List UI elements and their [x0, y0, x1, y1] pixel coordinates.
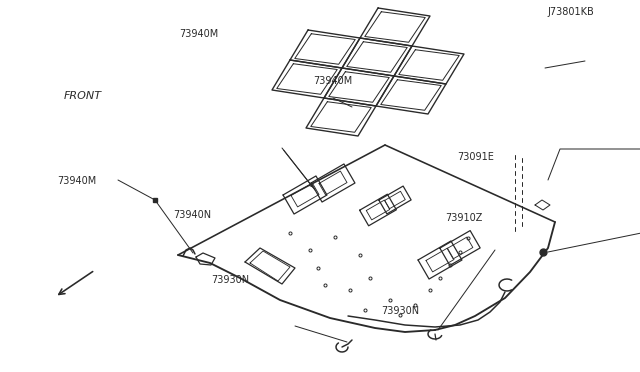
- Text: J73801KB: J73801KB: [547, 7, 594, 17]
- Text: 73930N: 73930N: [381, 306, 419, 316]
- Text: 73091E: 73091E: [458, 152, 495, 162]
- Text: 73940N: 73940N: [173, 209, 211, 219]
- Text: 73940M: 73940M: [58, 176, 97, 186]
- Text: 73940M: 73940M: [314, 76, 353, 86]
- Text: 73940M: 73940M: [179, 29, 218, 39]
- Text: 73930N: 73930N: [211, 275, 250, 285]
- Text: 73910Z: 73910Z: [445, 213, 482, 223]
- Text: FRONT: FRONT: [64, 90, 102, 100]
